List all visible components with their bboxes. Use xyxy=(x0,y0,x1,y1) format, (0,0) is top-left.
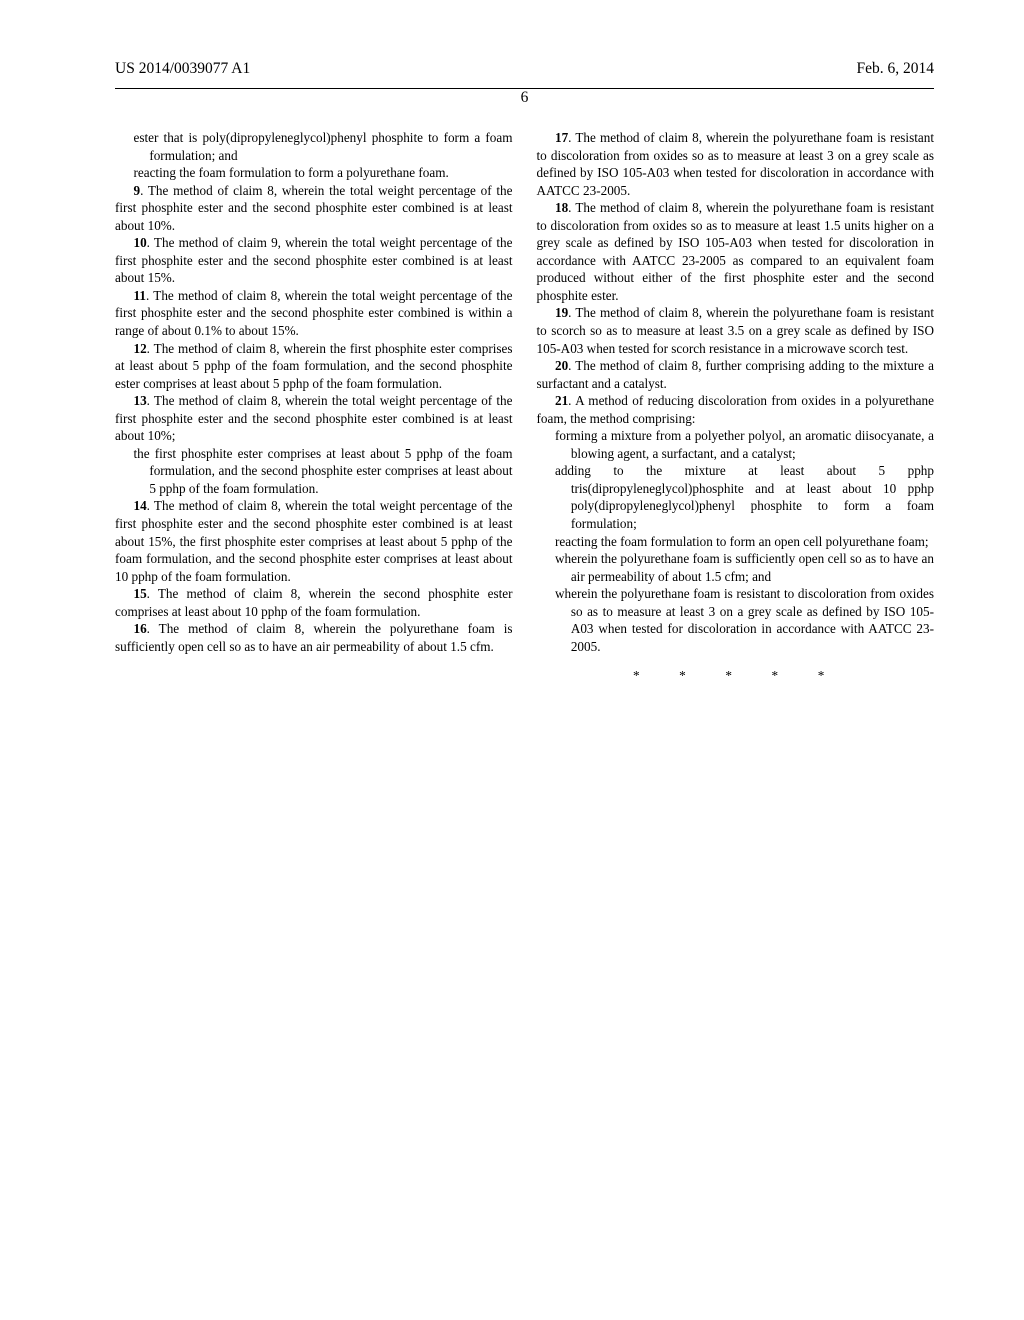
claim-11: 11. The method of claim 8, wherein the t… xyxy=(115,287,513,340)
claim-text: The method of claim 8, wherein the total… xyxy=(115,183,513,233)
claim-16: 16. The method of claim 8, wherein the p… xyxy=(115,620,513,655)
claim-text: The method of claim 8, further comprisin… xyxy=(537,358,935,391)
claim-13-a: 13. The method of claim 8, wherein the t… xyxy=(115,392,513,445)
claim-text: The method of claim 8, wherein the secon… xyxy=(115,586,513,619)
claim-text: The method of claim 8, wherein the total… xyxy=(115,393,513,443)
claim-number: 12 xyxy=(133,341,146,356)
claim-text: The method of claim 8, wherein the total… xyxy=(115,288,513,338)
claim-12: 12. The method of claim 8, wherein the f… xyxy=(115,340,513,393)
claim-number: 14 xyxy=(133,498,146,513)
claim-8-continuation-b: reacting the foam formulation to form a … xyxy=(115,164,513,182)
end-of-claims-marker: * * * * * xyxy=(537,667,935,685)
claim-21-a: 21. A method of reducing discoloration f… xyxy=(537,392,935,427)
claim-number: 20 xyxy=(555,358,568,373)
claim-number: 19 xyxy=(555,305,568,320)
claim-number: 13 xyxy=(133,393,146,408)
claim-14: 14. The method of claim 8, wherein the t… xyxy=(115,497,513,585)
claim-9: 9. The method of claim 8, wherein the to… xyxy=(115,182,513,235)
claim-number: 9 xyxy=(133,183,140,198)
claim-21-c: adding to the mixture at least about 5 p… xyxy=(537,462,935,532)
page-number: 6 xyxy=(115,89,934,107)
claim-number: 15 xyxy=(133,586,146,601)
claim-number: 21 xyxy=(555,393,568,408)
claim-8-continuation-a: ester that is poly(dipropyleneglycol)phe… xyxy=(115,129,513,164)
claim-17: 17. The method of claim 8, wherein the p… xyxy=(537,129,935,199)
claim-18: 18. The method of claim 8, wherein the p… xyxy=(537,199,935,304)
claim-10: 10. The method of claim 9, wherein the t… xyxy=(115,234,513,287)
claim-text: The method of claim 8, wherein the polyu… xyxy=(537,130,935,198)
page-header: US 2014/0039077 A1 Feb. 6, 2014 xyxy=(115,60,934,78)
claim-number: 10 xyxy=(133,235,146,250)
claim-21-e: wherein the polyurethane foam is suffici… xyxy=(537,550,935,585)
claim-text: The method of claim 8, wherein the first… xyxy=(115,341,513,391)
claim-number: 16 xyxy=(133,621,146,636)
claim-text: The method of claim 8, wherein the total… xyxy=(115,498,513,583)
claim-text: The method of claim 9, wherein the total… xyxy=(115,235,513,285)
claim-20: 20. The method of claim 8, further compr… xyxy=(537,357,935,392)
claim-21-f: wherein the polyurethane foam is resista… xyxy=(537,585,935,655)
body-columns: ester that is poly(dipropyleneglycol)phe… xyxy=(115,129,934,685)
claim-number: 11 xyxy=(133,288,145,303)
publication-date: Feb. 6, 2014 xyxy=(857,60,935,78)
patent-page: US 2014/0039077 A1 Feb. 6, 2014 6 ester … xyxy=(0,0,1024,725)
claim-number: 17 xyxy=(555,130,568,145)
claim-text: The method of claim 8, wherein the polyu… xyxy=(537,305,935,355)
claim-19: 19. The method of claim 8, wherein the p… xyxy=(537,304,935,357)
claim-13-b: the first phosphite ester comprises at l… xyxy=(115,445,513,498)
claim-text: The method of claim 8, wherein the polyu… xyxy=(537,200,935,303)
claim-21-b: forming a mixture from a polyether polyo… xyxy=(537,427,935,462)
claim-text: A method of reducing discoloration from … xyxy=(537,393,935,426)
claim-text: The method of claim 8, wherein the polyu… xyxy=(115,621,513,654)
claim-number: 18 xyxy=(555,200,568,215)
publication-number: US 2014/0039077 A1 xyxy=(115,60,250,78)
claim-15: 15. The method of claim 8, wherein the s… xyxy=(115,585,513,620)
claim-21-d: reacting the foam formulation to form an… xyxy=(537,533,935,551)
